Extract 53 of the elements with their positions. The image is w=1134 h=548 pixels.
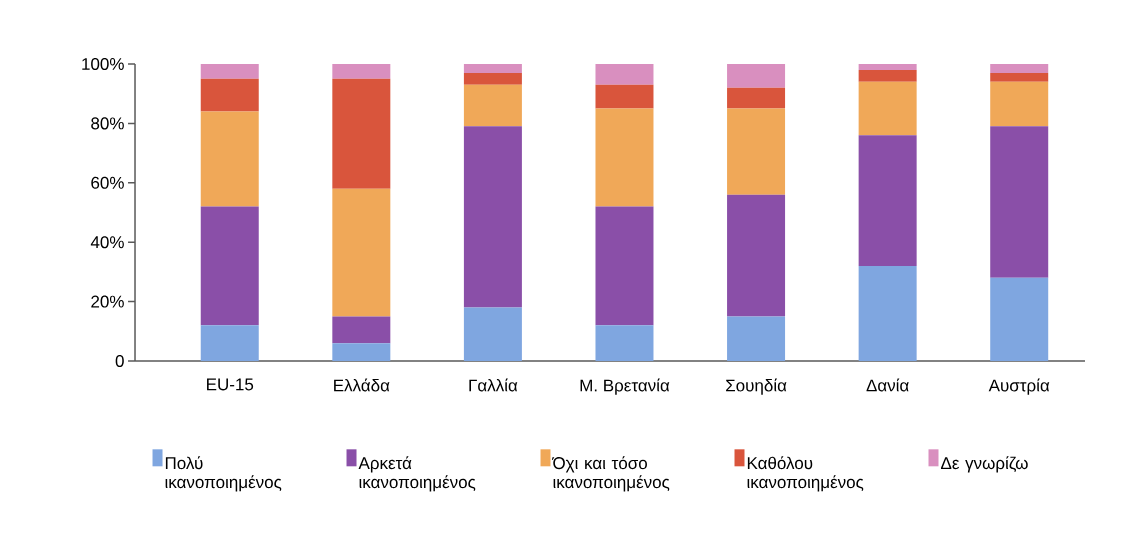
bar bbox=[858, 265, 917, 361]
x-tick-label: EU-15 bbox=[207, 378, 254, 391]
bar bbox=[990, 72, 1049, 82]
bar bbox=[727, 108, 786, 195]
bar bbox=[332, 343, 391, 361]
bar bbox=[595, 63, 654, 85]
bar bbox=[595, 108, 654, 207]
y-tick-label: 20% bbox=[91, 295, 124, 308]
bar bbox=[332, 188, 391, 317]
y-tick-label: 40% bbox=[90, 236, 124, 249]
x-tick-label: Σουηδία bbox=[726, 378, 787, 395]
legend-label: Καθόλου ικανοποιημένος bbox=[747, 456, 864, 492]
bar bbox=[990, 81, 1049, 127]
bar bbox=[858, 69, 917, 82]
bar bbox=[200, 206, 259, 326]
bar bbox=[332, 63, 391, 79]
bar bbox=[990, 63, 1049, 73]
bar bbox=[463, 84, 522, 127]
x-tick-label: Αυστρία bbox=[988, 378, 1050, 395]
bar bbox=[727, 63, 786, 88]
y-tick-label: 0 bbox=[115, 354, 124, 368]
bar bbox=[332, 316, 391, 344]
bar bbox=[200, 78, 259, 112]
legend-label: Αρκετά ικανοποιημένος bbox=[358, 456, 476, 492]
bar bbox=[200, 63, 259, 79]
bar bbox=[463, 307, 522, 361]
y-tick-label: 100% bbox=[82, 57, 124, 71]
bar bbox=[595, 206, 654, 326]
bar bbox=[727, 194, 786, 317]
y-tick-label: 80% bbox=[91, 117, 124, 130]
bar bbox=[463, 63, 522, 73]
bar bbox=[332, 78, 391, 189]
bar bbox=[858, 135, 917, 266]
x-tick-label: Μ. Βρετανία bbox=[580, 378, 670, 395]
legend-label: Πολύ ικανοποιημένος bbox=[165, 456, 282, 492]
x-tick-label: Δανία bbox=[866, 378, 909, 392]
legend-label: Όχι και τόσο ικανοποιημένος bbox=[551, 456, 670, 492]
bar bbox=[990, 277, 1049, 361]
bar bbox=[595, 325, 654, 361]
bar bbox=[858, 63, 917, 70]
bar bbox=[463, 126, 522, 308]
bar bbox=[727, 316, 786, 361]
bar bbox=[200, 111, 259, 207]
legend-label: Δε γνωρίζω bbox=[941, 456, 1028, 473]
bar bbox=[858, 81, 917, 136]
bar bbox=[595, 84, 654, 109]
bar bbox=[463, 72, 522, 85]
x-tick-label: Γαλλία bbox=[469, 378, 518, 392]
bar bbox=[200, 325, 259, 361]
bar bbox=[727, 87, 786, 109]
bar bbox=[990, 126, 1049, 278]
y-tick-label: 60% bbox=[91, 176, 124, 189]
x-tick-label: Ελλάδα bbox=[334, 378, 390, 392]
